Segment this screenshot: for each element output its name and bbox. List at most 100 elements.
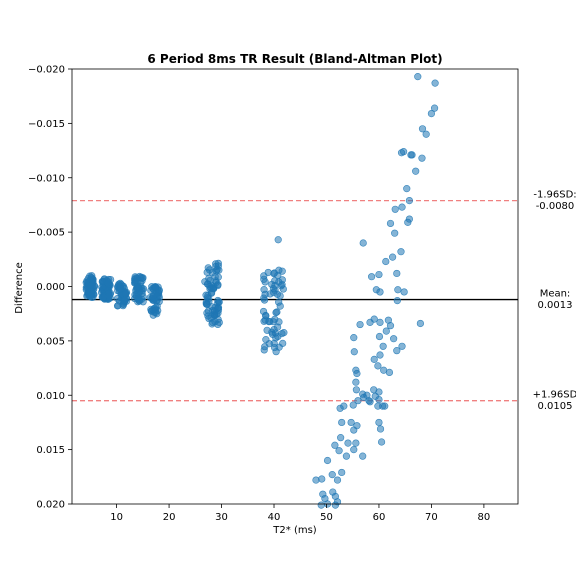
data-point — [261, 343, 269, 351]
data-point — [215, 298, 223, 306]
data-point — [214, 282, 222, 290]
y-tick-label: −0.020 — [28, 65, 65, 76]
data-point — [400, 148, 408, 156]
data-point — [416, 319, 425, 328]
data-point — [82, 279, 90, 287]
x-tick-label: 50 — [320, 512, 333, 523]
data-point — [270, 339, 278, 347]
data-point — [405, 196, 413, 205]
data-point — [393, 269, 401, 278]
data-point — [138, 287, 146, 295]
data-point — [323, 456, 332, 465]
data-point — [374, 362, 382, 370]
data-point — [398, 342, 406, 350]
data-point — [391, 205, 399, 213]
y-tick-label: −0.010 — [28, 173, 65, 184]
data-point — [385, 368, 394, 377]
data-point — [312, 476, 320, 484]
data-point — [397, 248, 405, 256]
data-point — [154, 289, 162, 297]
y-axis-ticks: −0.020 −0.015 −0.010 −0.005 0.000 0.005 0.010 0… — [28, 65, 72, 511]
data-point — [268, 330, 277, 338]
data-point — [375, 396, 383, 404]
data-point — [427, 109, 436, 118]
data-point — [338, 468, 346, 477]
scatter-points — [82, 73, 439, 509]
x-tick-label: 40 — [268, 512, 281, 523]
data-point — [389, 253, 397, 261]
data-point — [352, 378, 360, 386]
y-tick-label: 0.020 — [36, 500, 65, 511]
data-point — [269, 284, 278, 293]
y-axis-label: Difference — [14, 262, 25, 314]
annotation-2: +1.96SD 0.0105 — [533, 390, 576, 413]
y-tick-label: 0.015 — [36, 445, 65, 456]
data-point — [113, 294, 122, 303]
data-point — [134, 294, 142, 302]
data-point — [260, 296, 269, 304]
x-tick-label: 20 — [163, 512, 176, 523]
data-point — [328, 471, 336, 479]
data-point — [408, 151, 416, 159]
data-point — [214, 273, 222, 281]
data-point — [260, 272, 268, 280]
data-point — [120, 297, 129, 305]
data-point — [277, 282, 285, 290]
data-point — [350, 334, 358, 342]
data-point — [271, 277, 279, 285]
line-annotations: -1.96SD: -0.0080 Mean: 0.0013 +1.96SD 0.0105 — [533, 190, 576, 413]
data-point — [276, 302, 284, 310]
x-axis-ticks: 10 20 30 40 50 60 70 80 — [110, 504, 490, 523]
data-point — [135, 272, 144, 281]
data-point — [352, 439, 360, 447]
data-point — [105, 292, 113, 300]
data-point — [342, 452, 351, 460]
data-point — [418, 154, 426, 162]
data-point — [366, 398, 374, 406]
data-point — [318, 475, 326, 483]
y-tick-label: −0.015 — [28, 119, 65, 130]
data-point — [204, 264, 212, 272]
data-point — [386, 219, 395, 228]
data-point — [356, 320, 364, 329]
data-point — [122, 289, 130, 297]
data-point — [418, 125, 427, 133]
data-point — [382, 257, 390, 266]
reference-lines — [72, 199, 518, 402]
annotation-0: -1.96SD: -0.0080 — [533, 190, 576, 213]
data-point — [376, 288, 384, 296]
x-tick-label: 60 — [373, 512, 386, 523]
data-point — [335, 447, 343, 455]
data-point — [359, 452, 367, 460]
data-point — [405, 215, 413, 223]
data-point — [275, 343, 283, 351]
data-point — [375, 332, 384, 341]
data-point — [350, 446, 358, 454]
data-point — [400, 288, 408, 296]
data-point — [370, 315, 378, 323]
chart-title: 6 Period 8ms TR Result (Bland-Altman Plo… — [147, 52, 442, 66]
x-tick-label: 70 — [425, 512, 438, 523]
data-point — [331, 501, 340, 509]
x-tick-label: 10 — [110, 512, 123, 523]
data-point — [376, 318, 384, 326]
data-point — [275, 266, 283, 274]
data-point — [204, 291, 212, 300]
data-point — [213, 266, 221, 274]
data-point — [379, 342, 387, 350]
data-point — [202, 298, 210, 306]
y-tick-label: 0.005 — [36, 336, 65, 347]
data-point — [263, 326, 271, 334]
data-point — [422, 130, 430, 138]
data-point — [391, 229, 399, 237]
data-point — [337, 434, 345, 442]
data-point — [209, 306, 217, 315]
data-point — [350, 348, 358, 356]
data-point — [274, 323, 282, 331]
y-tick-label: 0.010 — [36, 391, 65, 402]
x-tick-label: 80 — [478, 512, 491, 523]
data-point — [344, 439, 352, 447]
data-point — [104, 279, 112, 287]
data-point — [430, 104, 439, 112]
data-point — [149, 306, 157, 314]
